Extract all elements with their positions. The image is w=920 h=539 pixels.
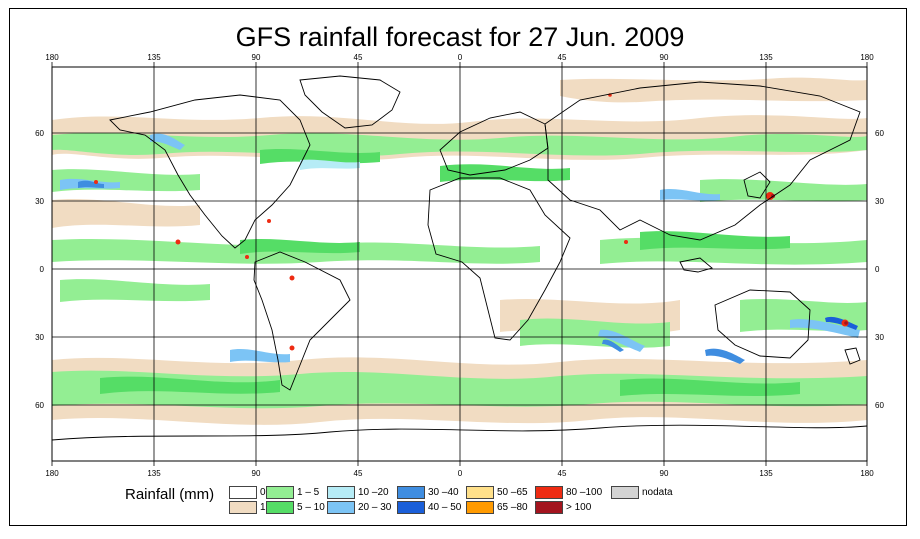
legend-label: 40 – 50 [428,502,462,513]
legend-label: 65 –80 [497,502,528,513]
lat-label: 60 [875,129,884,138]
legend-label: 20 – 30 [358,502,392,513]
lon-label: 135 [147,53,161,62]
legend-swatch [397,501,425,514]
lat-label: 30 [875,333,884,342]
lon-label: 180 [45,53,59,62]
lat-label: 30 [35,197,44,206]
legend-label: 10 –20 [358,487,389,498]
legend-swatch [535,501,563,514]
legend-label: 1 [260,502,266,513]
graticule [52,67,867,461]
legend-label: nodata [642,487,673,498]
legend-swatch [535,486,563,499]
legend-label: 50 –65 [497,487,528,498]
legend-swatch [229,486,257,499]
lon-label: 180 [860,469,874,478]
lon-label: 0 [458,469,463,478]
lat-label: 60 [35,129,44,138]
rainfall-fields [52,77,867,425]
tick-marks [51,62,868,466]
lon-label: 135 [759,469,773,478]
lat-label: 30 [875,197,884,206]
lon-label: 90 [252,53,261,62]
legend-label: 1 – 5 [297,487,320,498]
legend-label: 30 –40 [428,487,459,498]
lon-label: 90 [660,469,669,478]
lon-label: 90 [252,469,261,478]
lon-label: 135 [147,469,161,478]
lon-label: 45 [354,469,363,478]
lon-label: 0 [458,53,463,62]
lon-label: 180 [45,469,59,478]
lon-label: 135 [759,53,773,62]
legend-title: Rainfall (mm) [125,486,215,503]
lon-labels-bottom: 180 135 90 45 0 45 90 135 180 [45,469,874,478]
legend-swatch [229,501,257,514]
lat-label: 0 [40,265,45,274]
legend-label: 0 [260,487,266,498]
legend-label: > 100 [566,502,592,513]
legend-swatch [327,501,355,514]
coastlines [52,75,867,441]
legend-label: 5 – 10 [297,502,325,513]
legend-swatch [266,486,294,499]
lon-label: 180 [860,53,874,62]
lat-label: 60 [35,401,44,410]
legend-swatch [266,501,294,514]
legend-label: 80 –100 [566,487,603,498]
legend-swatch [466,501,494,514]
lat-label: 30 [35,333,44,342]
lon-labels-top: 180 135 90 45 0 45 90 135 180 [45,53,874,62]
legend-swatch [466,486,494,499]
lon-label: 45 [354,53,363,62]
lat-labels-left: 60 30 0 30 60 [35,129,44,410]
legend-swatch [327,486,355,499]
map-border [51,66,868,462]
lon-label: 90 [660,53,669,62]
legend-swatch [397,486,425,499]
lat-label: 60 [875,401,884,410]
lat-labels-right: 60 30 0 30 60 [875,129,884,410]
lon-label: 45 [558,53,567,62]
map-title: GFS rainfall forecast for 27 Jun. 2009 [235,22,685,52]
lon-label: 45 [558,469,567,478]
legend-swatch [611,486,639,499]
lat-label: 0 [875,265,880,274]
